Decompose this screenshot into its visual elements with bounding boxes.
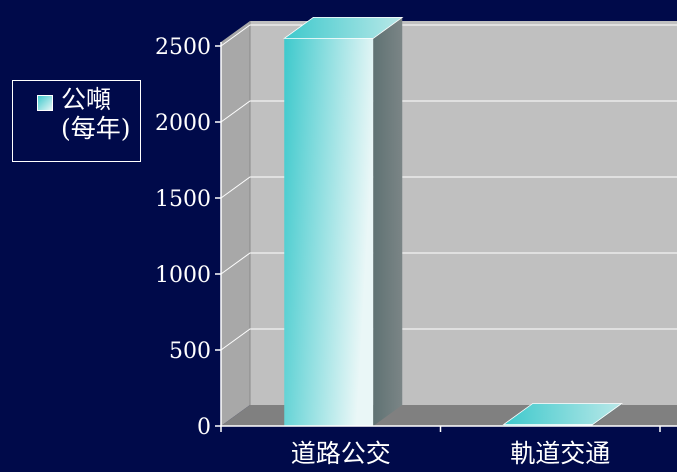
y-tick-label-1: 500	[169, 339, 211, 364]
gridline-5	[220, 24, 677, 47]
y-tick-label-3: 1500	[155, 187, 211, 212]
x-axis: 道路公交 軌道交通	[220, 425, 677, 468]
gridline-1	[220, 328, 677, 351]
x-tick-label-0: 道路公交	[291, 439, 391, 468]
x-tick-label-1: 軌道交通	[510, 439, 610, 468]
bar-front-0	[284, 38, 374, 427]
bar-front-1	[503, 424, 593, 426]
bar-0	[283, 16, 404, 427]
bar-top-0	[283, 16, 404, 39]
y-tick-label-5: 2500	[155, 35, 211, 60]
y-tick-label-0: 0	[197, 415, 211, 440]
legend: 公噸 (每年)	[12, 80, 141, 162]
plot-side-wall	[221, 21, 250, 426]
gridline-3	[220, 176, 677, 199]
bar-side-0	[373, 17, 403, 427]
y-tick-label-2: 1000	[155, 263, 211, 288]
bar-top-1	[502, 403, 623, 425]
bar-1	[502, 403, 623, 426]
legend-label-series-0: 公噸 (每年)	[61, 85, 131, 143]
gridlines	[220, 24, 677, 351]
bars	[283, 16, 623, 427]
y-tick-label-4: 2000	[155, 111, 211, 136]
y-axis: 0 500 1000 1500 2000 2500	[155, 35, 222, 440]
gridline-4	[220, 100, 677, 123]
gridline-2	[220, 252, 677, 275]
legend-swatch	[37, 95, 53, 111]
